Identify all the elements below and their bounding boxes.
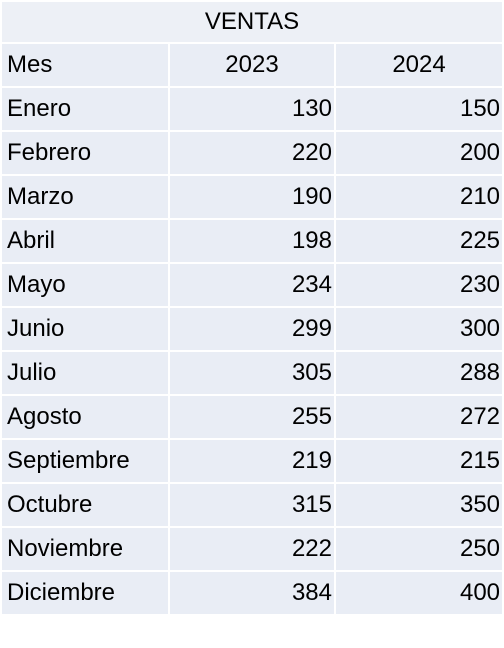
value-cell-2023[interactable]: 219 [168,438,336,484]
value-cell-2023[interactable]: 384 [168,570,336,616]
sales-table: VENTAS Mes 2023 2024 Enero 130 150 Febre… [0,0,504,616]
month-cell[interactable]: Abril [0,218,170,264]
header-cell-mes[interactable]: Mes [0,42,170,88]
title-row: VENTAS [0,0,504,44]
table-row: Noviembre 222 250 [0,526,504,572]
table-row: Marzo 190 210 [0,174,504,220]
value-cell-2024[interactable]: 215 [333,438,504,484]
value-cell-2024[interactable]: 272 [333,394,504,440]
month-cell[interactable]: Junio [0,306,170,352]
month-cell[interactable]: Mayo [0,262,170,308]
table-row: Abril 198 225 [0,218,504,264]
header-cell-2024[interactable]: 2024 [333,42,504,88]
value-cell-2023[interactable]: 234 [168,262,336,308]
table-row: Septiembre 219 215 [0,438,504,484]
value-cell-2024[interactable]: 210 [333,174,504,220]
table-row: Agosto 255 272 [0,394,504,440]
table-row: Febrero 220 200 [0,130,504,176]
month-cell[interactable]: Diciembre [0,570,170,616]
header-row: Mes 2023 2024 [0,42,504,88]
value-cell-2024[interactable]: 300 [333,306,504,352]
table-row: Mayo 234 230 [0,262,504,308]
value-cell-2024[interactable]: 200 [333,130,504,176]
value-cell-2024[interactable]: 288 [333,350,504,396]
month-cell[interactable]: Octubre [0,482,170,528]
month-cell[interactable]: Julio [0,350,170,396]
month-cell[interactable]: Septiembre [0,438,170,484]
value-cell-2023[interactable]: 299 [168,306,336,352]
value-cell-2023[interactable]: 198 [168,218,336,264]
header-cell-2023[interactable]: 2023 [168,42,336,88]
month-cell[interactable]: Noviembre [0,526,170,572]
value-cell-2024[interactable]: 225 [333,218,504,264]
value-cell-2024[interactable]: 400 [333,570,504,616]
table-row: Diciembre 384 400 [0,570,504,616]
table-row: Junio 299 300 [0,306,504,352]
value-cell-2023[interactable]: 305 [168,350,336,396]
value-cell-2023[interactable]: 222 [168,526,336,572]
month-cell[interactable]: Enero [0,86,170,132]
month-cell[interactable]: Marzo [0,174,170,220]
value-cell-2024[interactable]: 230 [333,262,504,308]
value-cell-2023[interactable]: 255 [168,394,336,440]
value-cell-2024[interactable]: 350 [333,482,504,528]
month-cell[interactable]: Agosto [0,394,170,440]
value-cell-2023[interactable]: 190 [168,174,336,220]
spreadsheet-range: VENTAS Mes 2023 2024 Enero 130 150 Febre… [0,0,504,616]
value-cell-2023[interactable]: 315 [168,482,336,528]
value-cell-2023[interactable]: 220 [168,130,336,176]
value-cell-2023[interactable]: 130 [168,86,336,132]
table-row: Octubre 315 350 [0,482,504,528]
value-cell-2024[interactable]: 150 [333,86,504,132]
value-cell-2024[interactable]: 250 [333,526,504,572]
table-row: Julio 305 288 [0,350,504,396]
month-cell[interactable]: Febrero [0,130,170,176]
table-title[interactable]: VENTAS [0,0,504,44]
table-row: Enero 130 150 [0,86,504,132]
